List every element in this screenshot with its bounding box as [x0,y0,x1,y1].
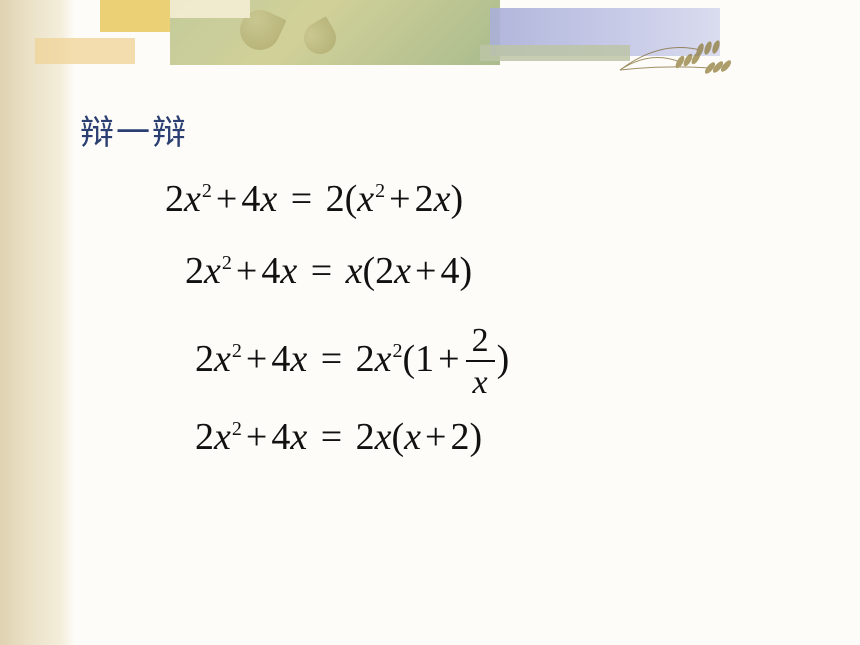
banner-pale-yellow-block [35,38,135,64]
equation-3: 2x2+4x = 2x2(1+2x) [195,324,725,400]
slide-title: 辩一辩 [80,105,188,154]
equation-2: 2x2+4x = x(2x+4) [185,252,725,290]
equation-4: 2x2+4x = 2x(x+2) [195,418,725,456]
banner-cream-block [170,0,250,18]
left-paper-texture [0,0,75,645]
wheat-plant-icon [610,20,750,75]
banner-yellow-block [100,0,170,32]
banner-sage-block [480,45,630,61]
decorative-banner [0,0,860,74]
equation-list: 2x2+4x = 2(x2+2x) 2x2+4x = x(2x+4) 2x2+4… [165,180,725,490]
equation-1: 2x2+4x = 2(x2+2x) [165,180,725,218]
